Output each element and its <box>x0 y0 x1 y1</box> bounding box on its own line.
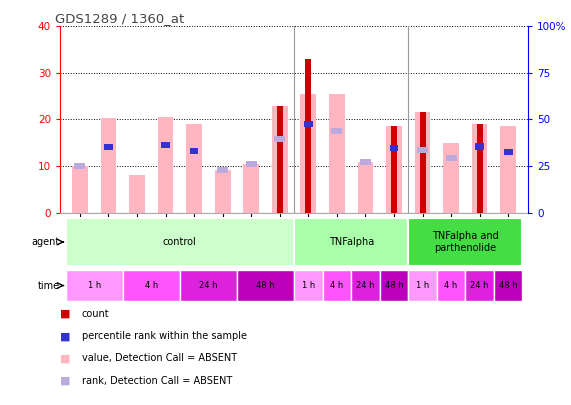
Bar <box>277 106 283 213</box>
Bar <box>494 270 522 301</box>
Text: rank, Detection Call = ABSENT: rank, Detection Call = ABSENT <box>82 376 232 386</box>
Bar <box>500 126 516 213</box>
Bar <box>443 143 459 213</box>
Bar <box>72 166 88 213</box>
Bar <box>380 270 408 301</box>
Text: percentile rank within the sample: percentile rank within the sample <box>82 331 247 341</box>
Bar <box>504 149 513 155</box>
Text: 48 h: 48 h <box>256 281 275 290</box>
Bar <box>437 270 465 301</box>
Text: 48 h: 48 h <box>499 281 517 290</box>
Text: GDS1289 / 1360_at: GDS1289 / 1360_at <box>55 12 184 25</box>
Bar <box>331 128 343 134</box>
Text: 4 h: 4 h <box>144 281 158 290</box>
Bar <box>104 145 113 150</box>
Bar <box>465 270 494 301</box>
Text: ■: ■ <box>60 354 70 363</box>
Text: value, Detection Call = ABSENT: value, Detection Call = ABSENT <box>82 354 237 363</box>
Bar <box>243 164 259 213</box>
Bar <box>274 136 286 142</box>
Bar <box>74 163 86 169</box>
Bar <box>294 270 323 301</box>
Text: agent: agent <box>32 237 60 247</box>
Text: TNFalpha: TNFalpha <box>328 237 374 247</box>
Bar <box>391 126 397 213</box>
Bar <box>357 162 373 213</box>
Bar <box>415 113 431 213</box>
Bar <box>408 270 437 301</box>
Text: 4 h: 4 h <box>444 281 458 290</box>
Bar <box>180 270 237 301</box>
Bar <box>329 94 345 213</box>
Bar <box>477 124 482 213</box>
Bar <box>237 270 294 301</box>
Text: 24 h: 24 h <box>199 281 218 290</box>
Bar <box>386 126 402 213</box>
Bar <box>360 159 371 165</box>
Bar <box>323 270 351 301</box>
Bar <box>215 170 231 213</box>
Bar <box>417 147 428 153</box>
Text: ■: ■ <box>60 309 70 319</box>
Text: time: time <box>38 281 60 290</box>
Bar <box>246 161 257 167</box>
Bar <box>300 94 316 213</box>
Bar <box>161 142 170 148</box>
Text: TNFalpha and
parthenolide: TNFalpha and parthenolide <box>432 231 498 253</box>
Text: 1 h: 1 h <box>416 281 429 290</box>
Text: 24 h: 24 h <box>356 281 375 290</box>
Bar <box>408 218 522 266</box>
Text: control: control <box>163 237 197 247</box>
Bar <box>60 213 528 259</box>
Text: ■: ■ <box>60 331 70 341</box>
Bar <box>272 106 288 213</box>
Bar <box>158 117 174 213</box>
Bar <box>66 218 294 266</box>
Bar <box>100 118 116 213</box>
Text: 1 h: 1 h <box>87 281 101 290</box>
Bar <box>305 59 311 213</box>
Bar <box>294 218 408 266</box>
Bar <box>129 175 145 213</box>
Text: ■: ■ <box>60 376 70 386</box>
Bar <box>190 148 199 154</box>
Bar <box>351 270 380 301</box>
Bar <box>475 143 484 149</box>
Bar <box>389 145 399 151</box>
Bar <box>217 167 228 173</box>
Text: 48 h: 48 h <box>385 281 403 290</box>
Text: 24 h: 24 h <box>471 281 489 290</box>
Bar <box>304 121 313 127</box>
Bar <box>420 113 425 213</box>
Text: count: count <box>82 309 109 319</box>
Text: 4 h: 4 h <box>330 281 344 290</box>
Bar <box>66 270 123 301</box>
Bar <box>186 124 202 213</box>
Bar <box>472 124 488 213</box>
Bar <box>123 270 180 301</box>
Text: 1 h: 1 h <box>301 281 315 290</box>
Bar <box>445 155 457 161</box>
